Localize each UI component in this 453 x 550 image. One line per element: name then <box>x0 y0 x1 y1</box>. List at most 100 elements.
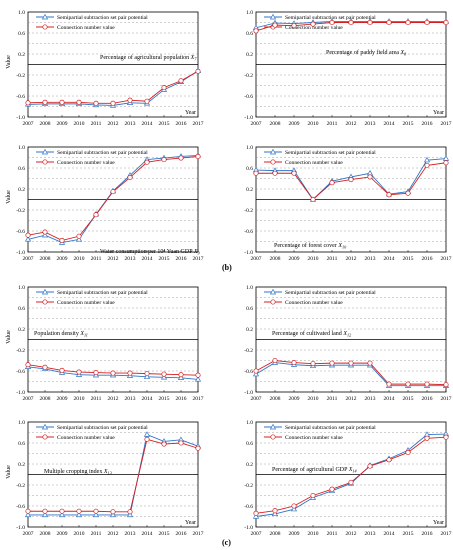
x-tick-label: 2011 <box>327 121 338 127</box>
legend-marker-circle <box>270 159 276 165</box>
legend-marker-triangle <box>269 423 277 430</box>
x-tick-label: 2008 <box>40 396 51 402</box>
y-tick-label: 1.0 <box>18 145 25 151</box>
x-tick-label: 2011 <box>91 396 102 402</box>
x-tick-label: 2016 <box>176 121 187 127</box>
y-tick-label: -1.0 <box>16 390 25 396</box>
data-point-circle <box>110 189 116 195</box>
x-tick-label: 2008 <box>40 256 51 262</box>
x-tick-label: 2012 <box>108 256 119 262</box>
y-tick-label: -1.0 <box>16 250 25 256</box>
y-tick-label: 0.2 <box>18 52 25 58</box>
x-tick-label: 2014 <box>142 121 153 127</box>
x-tick-label: 2010 <box>74 531 85 537</box>
y-tick-label: 0.2 <box>246 52 253 58</box>
x-tick-label: 2017 <box>193 531 204 537</box>
data-point-circle <box>291 170 297 176</box>
y-tick-label: 0.6 <box>246 441 253 447</box>
legend-label-triangle: Semipartial subtraction set pair potenti… <box>57 15 148 21</box>
data-point-circle <box>178 155 184 161</box>
x-axis-label: Year <box>433 520 444 526</box>
legend-marker-triangle <box>269 13 277 20</box>
data-point-circle <box>161 85 167 91</box>
data-point-circle <box>93 508 99 514</box>
x-tick-label: 2013 <box>365 396 376 402</box>
x-tick-label: 2015 <box>159 396 170 402</box>
y-tick-label: -0.2 <box>244 73 253 79</box>
data-point-circle <box>76 369 82 375</box>
x-tick-label: 2016 <box>176 396 187 402</box>
legend-marker-circle <box>42 434 48 440</box>
data-point-circle <box>367 463 373 469</box>
x-tick-label: 2017 <box>441 121 452 127</box>
y-tick-label: 0.6 <box>246 31 253 37</box>
data-point-circle <box>329 486 335 492</box>
y-tick-label: 0.2 <box>18 187 25 193</box>
data-point-circle <box>253 28 259 34</box>
x-tick-label: 2010 <box>74 396 85 402</box>
data-point-circle <box>161 371 167 377</box>
x-tick-label: 2014 <box>384 256 395 262</box>
data-point-circle <box>76 233 82 239</box>
data-point-circle <box>144 159 150 165</box>
chart-title: Water consumption per 10⁴ Yuan GDP X9 <box>100 249 201 256</box>
data-point-triangle <box>290 505 298 512</box>
data-point-circle <box>59 508 65 514</box>
y-tick-label: 1.0 <box>246 145 253 151</box>
data-point-triangle <box>194 376 202 382</box>
legend-marker-circle <box>270 299 276 305</box>
x-tick-label: 2014 <box>142 396 153 402</box>
x-tick-label: 2009 <box>289 121 300 127</box>
data-point-circle <box>405 19 411 26</box>
data-point-triangle <box>252 370 260 377</box>
y-tick-label: 0.6 <box>18 166 25 172</box>
legend-marker-triangle <box>41 288 49 295</box>
y-tick-label: 0.6 <box>18 441 25 447</box>
data-point-circle <box>253 510 259 516</box>
data-point-circle <box>386 192 392 198</box>
y-tick-label: -0.6 <box>244 94 253 100</box>
x-tick-label: 2011 <box>327 531 338 537</box>
x-tick-label: 2008 <box>270 531 281 537</box>
data-point-circle <box>76 99 82 105</box>
data-point-triangle <box>143 431 151 437</box>
legend-label-circle: Connection number value <box>57 25 115 31</box>
data-point-circle <box>161 157 167 163</box>
x-tick-label: 2015 <box>159 531 170 537</box>
x-tick-label: 2015 <box>403 531 414 537</box>
data-point-circle <box>424 435 430 441</box>
data-point-triangle <box>271 510 279 517</box>
data-point-circle <box>42 229 48 235</box>
x-axis-label: Year <box>185 110 196 116</box>
x-tick-label: 2007 <box>251 531 262 537</box>
x-tick-label: 2011 <box>327 396 338 402</box>
legend-marker-circle <box>42 159 48 165</box>
y-tick-label: 0.2 <box>18 327 25 333</box>
legend-label-circle: Connection number value <box>285 160 343 166</box>
data-point-circle <box>443 382 449 388</box>
series-line-circle <box>27 156 199 241</box>
y-tick-label: -0.2 <box>16 73 25 79</box>
y-tick-label: 0.6 <box>246 166 253 172</box>
y-tick-label: -0.2 <box>244 348 253 354</box>
x-tick-label: 2011 <box>327 256 338 262</box>
data-point-triangle <box>75 511 83 518</box>
data-point-circle <box>405 190 411 196</box>
x-tick-label: 2016 <box>422 256 433 262</box>
data-point-circle <box>25 100 31 106</box>
legend-label-triangle: Semipartial subtraction set pair potenti… <box>57 290 148 296</box>
data-point-circle <box>76 508 82 514</box>
y-tick-label: -1.0 <box>244 390 253 396</box>
data-point-circle <box>93 370 99 376</box>
x-tick-label: 2015 <box>403 256 414 262</box>
series-line-circle <box>255 436 447 514</box>
data-point-circle <box>386 457 392 463</box>
legend-label-triangle: Semipartial subtraction set pair potenti… <box>285 15 376 21</box>
data-point-circle <box>253 368 259 374</box>
panel-label-b: (b) <box>222 263 232 272</box>
x-tick-label: 2008 <box>270 396 281 402</box>
y-tick-label: -0.6 <box>16 369 25 375</box>
x-tick-label: 2009 <box>289 256 300 262</box>
x-tick-label: 2008 <box>40 121 51 127</box>
